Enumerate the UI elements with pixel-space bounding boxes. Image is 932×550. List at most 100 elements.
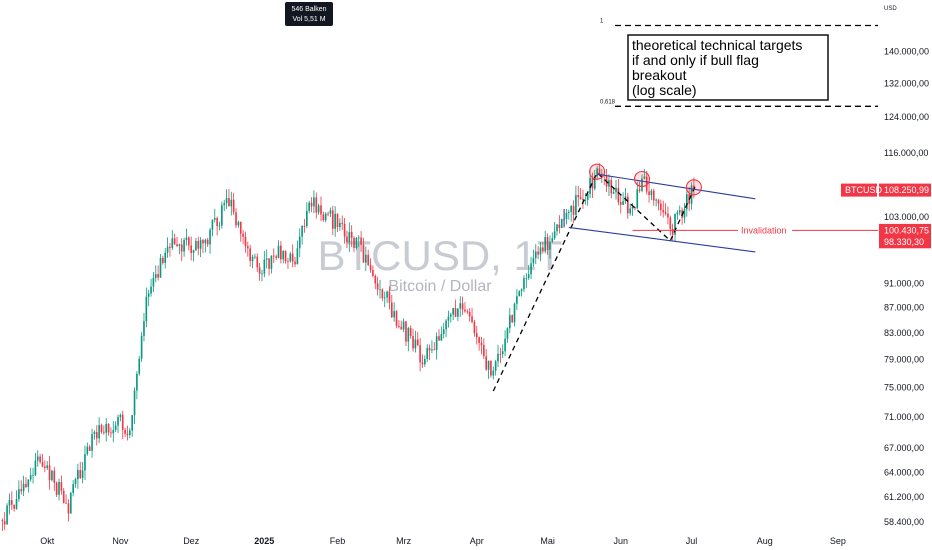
candle bbox=[84, 445, 86, 480]
candle bbox=[48, 456, 51, 490]
candle bbox=[365, 246, 367, 272]
candle bbox=[412, 328, 414, 352]
candle bbox=[322, 211, 325, 222]
candle bbox=[103, 425, 105, 435]
candle bbox=[379, 279, 381, 299]
candle bbox=[150, 278, 152, 297]
channel-upper-line[interactable] bbox=[597, 173, 756, 200]
time-tick-label: Sep bbox=[830, 536, 846, 546]
time-axis[interactable]: Okt Nov Dez 2025 Feb Mrz Apr Mai Jun Jul Aug Sep bbox=[40, 536, 846, 546]
candle bbox=[459, 296, 462, 318]
price-tick-label: 124.000,00 bbox=[884, 112, 929, 122]
time-tick-label: Feb bbox=[330, 536, 346, 546]
candle bbox=[584, 192, 587, 205]
candle bbox=[501, 344, 504, 359]
candle bbox=[645, 170, 648, 195]
candle bbox=[348, 222, 351, 252]
candle bbox=[601, 168, 603, 184]
candle bbox=[440, 326, 443, 341]
candle bbox=[270, 255, 273, 274]
target-level-label: 1 bbox=[600, 19, 604, 25]
candle bbox=[206, 237, 209, 247]
candle bbox=[60, 475, 63, 495]
candle bbox=[69, 491, 72, 515]
candle bbox=[25, 477, 27, 489]
candle bbox=[421, 354, 424, 368]
touch-point-circle[interactable] bbox=[633, 170, 651, 188]
candle bbox=[277, 240, 280, 259]
price-tick-label: 75.000,00 bbox=[884, 382, 924, 392]
candle bbox=[405, 320, 407, 346]
touch-point-circle[interactable] bbox=[685, 179, 702, 196]
candle bbox=[626, 192, 629, 219]
candle bbox=[218, 221, 221, 231]
candle bbox=[461, 296, 464, 315]
candle bbox=[62, 488, 65, 504]
candle bbox=[258, 262, 261, 281]
candle bbox=[256, 253, 259, 273]
candle bbox=[180, 238, 183, 262]
price-tick-label: 67.000,00 bbox=[884, 443, 924, 453]
bar-count-text: 546 Balken bbox=[291, 6, 326, 13]
candle bbox=[471, 307, 473, 324]
candle bbox=[282, 250, 285, 264]
candle bbox=[383, 291, 386, 308]
candle bbox=[546, 233, 549, 255]
candle bbox=[133, 387, 136, 424]
time-tick-label: Mai bbox=[540, 536, 555, 546]
candle bbox=[280, 241, 282, 264]
candle bbox=[494, 359, 497, 376]
candle bbox=[36, 450, 39, 467]
candle bbox=[147, 289, 150, 307]
candle bbox=[324, 212, 327, 223]
price-tick-label: 79.000,00 bbox=[884, 355, 924, 365]
candle bbox=[329, 207, 332, 217]
price-tick-label: 140.000,00 bbox=[884, 47, 929, 57]
targets-note[interactable]: theoretical technical targets if and onl… bbox=[627, 34, 829, 101]
candle bbox=[468, 308, 471, 322]
candle bbox=[636, 181, 639, 210]
candle bbox=[289, 251, 292, 263]
price-axis[interactable]: USD 140.000,00 132.000,00 124.000,00 116.00… bbox=[841, 6, 931, 527]
invalidation-label: Invalidation bbox=[741, 225, 787, 235]
touch-point-circle[interactable] bbox=[589, 163, 606, 180]
time-tick-label: Dez bbox=[183, 536, 200, 546]
candle bbox=[98, 417, 100, 444]
time-tick-label: Aug bbox=[757, 536, 773, 546]
candle bbox=[619, 194, 622, 214]
channel-lower-line[interactable] bbox=[568, 226, 756, 253]
candle bbox=[303, 218, 306, 233]
candle bbox=[629, 203, 631, 216]
candle bbox=[341, 215, 344, 230]
price-badge-value: 98.330,30 bbox=[884, 237, 924, 247]
candle bbox=[449, 312, 452, 323]
candle bbox=[464, 302, 466, 313]
candle bbox=[249, 244, 252, 267]
candle bbox=[88, 444, 91, 452]
candle bbox=[112, 421, 115, 443]
candle bbox=[553, 221, 556, 240]
candle bbox=[195, 237, 197, 252]
candle bbox=[596, 165, 598, 181]
candle bbox=[152, 272, 155, 293]
candle bbox=[466, 309, 469, 315]
bar-count-info: 546 Balken Vol 5,51 M bbox=[285, 2, 333, 26]
price-tick-label: 61.200,00 bbox=[884, 492, 924, 502]
candle bbox=[126, 425, 129, 441]
volume-text: Vol 5,51 M bbox=[292, 16, 325, 23]
candle bbox=[166, 237, 169, 258]
candle bbox=[662, 200, 665, 218]
candle bbox=[176, 237, 178, 248]
zigzag-path[interactable] bbox=[492, 171, 697, 392]
candle bbox=[551, 232, 554, 243]
candle bbox=[402, 318, 405, 333]
candle bbox=[162, 255, 164, 265]
target-level-label: 0,618 bbox=[600, 99, 616, 105]
candle bbox=[438, 329, 440, 342]
candle bbox=[667, 206, 669, 225]
candle bbox=[343, 217, 346, 244]
candle bbox=[523, 275, 525, 293]
candle bbox=[570, 204, 572, 222]
candle bbox=[454, 299, 457, 318]
